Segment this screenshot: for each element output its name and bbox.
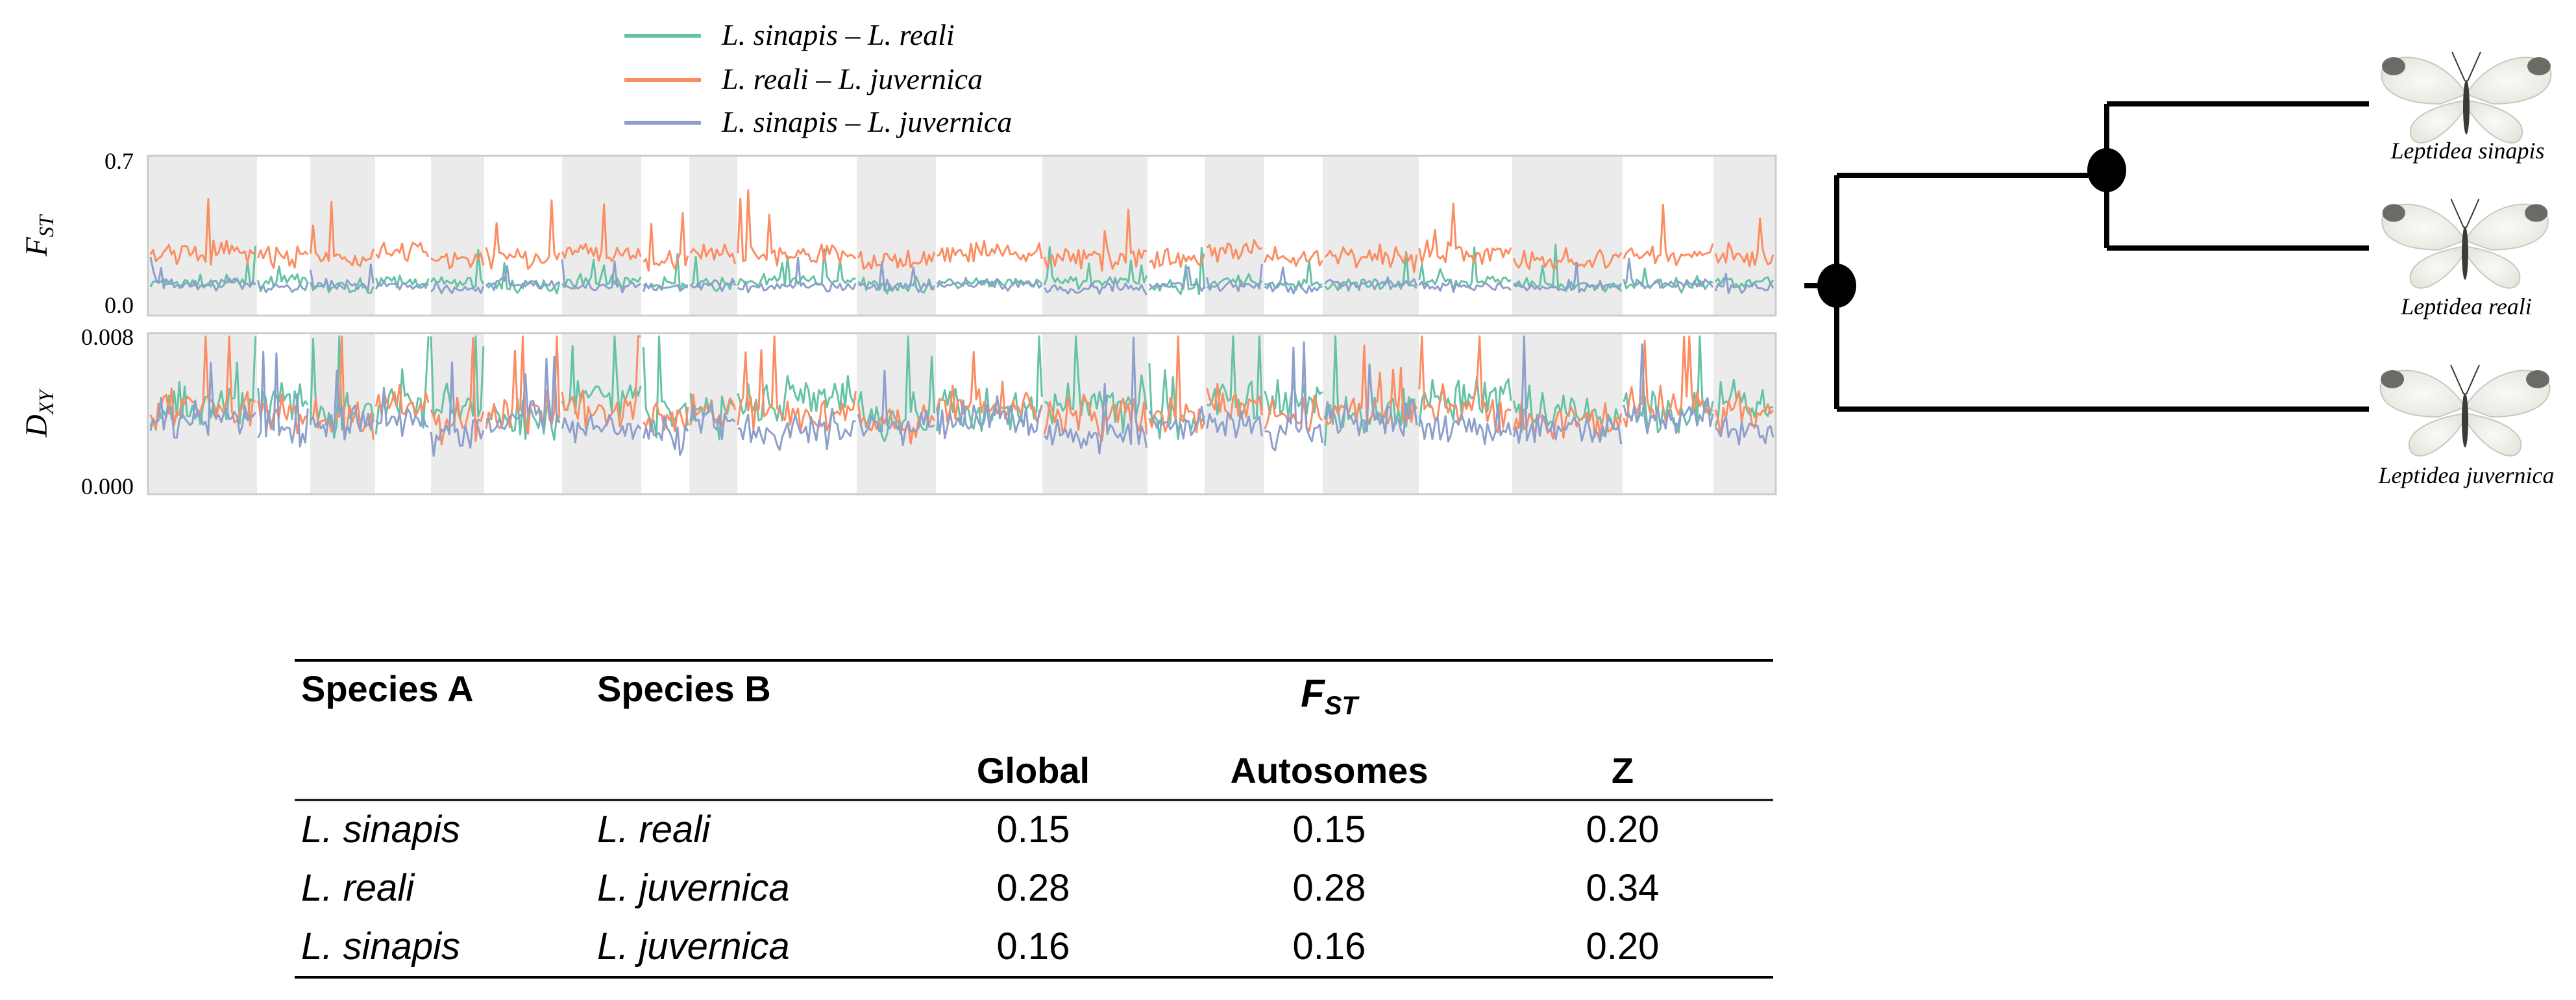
dxy-ytick-top: 0.008: [81, 324, 134, 350]
series-3: [149, 335, 1774, 457]
butterfly-sinapis-image: [2381, 51, 2552, 144]
legend: L. sinapis – L. reali L. reali – L. juve…: [624, 18, 1012, 138]
fst-series-group: [149, 189, 1774, 296]
table-header-z: Z: [1612, 750, 1634, 791]
table-cell: L. juvernica: [597, 925, 790, 968]
series-3: [149, 256, 1774, 296]
tree-leaf-label-juvernica: Leptidea juvernica: [2378, 462, 2555, 488]
fst-panel-frame: [147, 155, 1777, 317]
legend-label-2: L. reali – L. juvernica: [721, 62, 983, 95]
table-cell: 0.34: [1586, 867, 1660, 909]
butterfly-images: [2379, 51, 2552, 456]
table-header-species-a: Species A: [301, 668, 474, 709]
tree-node-root: [1817, 264, 1856, 308]
table-cell: 0.16: [1293, 925, 1366, 968]
fst-ytick-bottom: 0.0: [104, 292, 134, 318]
chromosome-band: [689, 156, 737, 316]
chromosome-band: [1205, 156, 1264, 316]
fst-panel: 0.7 0.0 FST: [19, 148, 1777, 318]
tree-node-clade: [2087, 148, 2126, 192]
table-header-autosomes: Autosomes: [1231, 750, 1429, 791]
fst-chromosome-bands: [148, 156, 1776, 316]
dxy-ylabel: DXY: [19, 388, 58, 438]
legend-label-3: L. sinapis – L. juvernica: [721, 105, 1012, 138]
series-2: [149, 189, 1774, 273]
chromosome-band: [310, 156, 375, 316]
legend-label-1: L. sinapis – L. reali: [721, 18, 955, 51]
table-cell: L. reali: [301, 867, 415, 909]
dxy-series-group: [149, 335, 1774, 457]
series-line: [149, 256, 1774, 296]
table-cell: 0.28: [997, 867, 1070, 909]
table-cell: L. sinapis: [301, 925, 460, 968]
series-line: [149, 189, 1774, 273]
table-cell: L. sinapis: [301, 808, 460, 851]
table-row: L. reali L. juvernica 0.28 0.28 0.34: [301, 867, 1659, 909]
phylogeny: [1804, 101, 2369, 412]
dxy-ytick-bottom: 0.000: [81, 473, 134, 499]
tree-leaf-label-sinapis: Leptidea sinapis: [2390, 138, 2544, 164]
table-group-header-fst: FST: [1301, 671, 1360, 720]
fst-ylabel: FST: [19, 214, 58, 256]
table-header-global: Global: [977, 750, 1090, 791]
fst-ytick-top: 0.7: [104, 148, 134, 174]
table-header-species-b: Species B: [597, 668, 771, 709]
table-cell: L. juvernica: [597, 867, 790, 909]
dxy-panel: 0.008 0.000 DXY: [19, 324, 1777, 499]
table-cell: 0.15: [1293, 808, 1366, 851]
table-row: L. sinapis L. juvernica 0.16 0.16 0.20: [301, 925, 1659, 968]
tree-leaf-label-reali: Leptidea reali: [2400, 294, 2532, 319]
butterfly-reali-image: [2381, 199, 2549, 289]
chromosome-band: [1713, 156, 1776, 316]
table-cell: L. reali: [597, 808, 711, 851]
butterfly-juvernica-image: [2379, 364, 2551, 456]
table-cell: 0.20: [1586, 925, 1660, 968]
chromosome-band: [1323, 156, 1419, 316]
table-row: L. sinapis L. reali 0.15 0.15 0.20: [301, 808, 1659, 851]
table-cell: 0.15: [997, 808, 1070, 851]
series-line: [149, 335, 1774, 457]
fst-table: Species A Species B FST Global Autosomes…: [295, 659, 1773, 979]
table-cell: 0.16: [997, 925, 1070, 968]
dxy-panel-frame: [147, 332, 1777, 495]
chromosome-band: [148, 156, 257, 316]
chromosome-band: [1042, 156, 1147, 316]
table-cell: 0.20: [1586, 808, 1660, 851]
table-cell: 0.28: [1293, 867, 1366, 909]
table-body: L. sinapis L. reali 0.15 0.15 0.20L. reali L.…: [301, 808, 1659, 968]
